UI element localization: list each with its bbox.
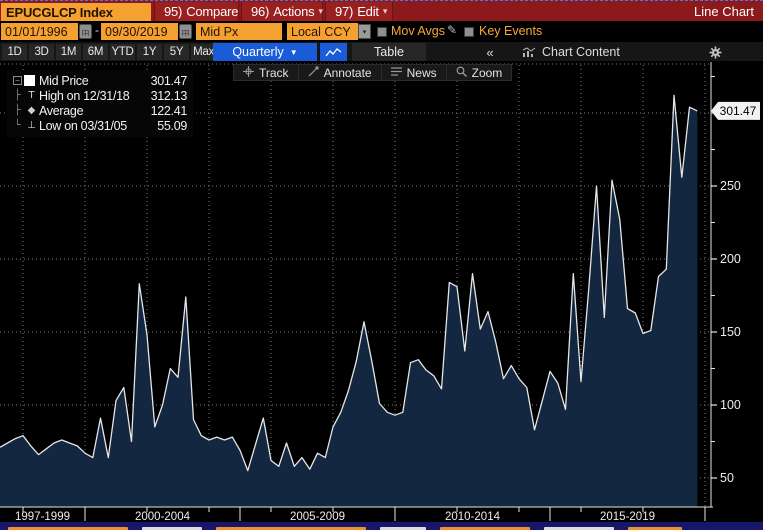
table-button[interactable]: Table — [352, 43, 426, 61]
legend-value: 301.47 — [150, 73, 188, 88]
y-axis-label: 250 — [720, 179, 741, 193]
y-axis-label: 50 — [720, 471, 734, 485]
chart-legend[interactable]: − Mid Price 301.47 ├ T High on 12/31/18 312.13… — [7, 70, 193, 137]
news-button[interactable]: News — [382, 65, 447, 80]
actions-key: 96) — [251, 4, 270, 19]
compare-key: 95) — [164, 4, 183, 19]
legend-value: 55.09 — [157, 118, 187, 133]
zoom-button[interactable]: Zoom — [447, 65, 512, 80]
x-axis-label: 2000-2004 — [135, 511, 191, 522]
tree-branch-icon: ├ — [14, 105, 21, 116]
range-button-5y[interactable]: 5Y — [164, 44, 189, 60]
chart-content-icon — [522, 46, 536, 57]
legend-label: Mid Price — [39, 73, 89, 88]
price-chart-plot[interactable]: 50 100 150 200 250 1997-1999 2000-2004 2005-200… — [0, 62, 763, 522]
average-marker-icon: ◆ — [27, 105, 36, 116]
legend-item-3[interactable]: └ ⊥ Low on 03/31/05 55.09 — [11, 118, 187, 133]
gear-icon[interactable] — [707, 44, 724, 61]
legend-item-0[interactable]: − Mid Price 301.47 — [11, 73, 187, 88]
chart-type-button[interactable] — [320, 43, 347, 61]
annotate-icon — [308, 66, 319, 80]
low-marker-icon: ⊥ — [27, 120, 36, 131]
pencil-icon[interactable]: ✎ — [447, 23, 458, 37]
range-button-ytd[interactable]: YTD — [110, 44, 135, 60]
range-button-3d[interactable]: 3D — [29, 44, 54, 60]
legend-label: Low on 03/31/05 — [39, 118, 127, 133]
actions-button[interactable]: 96) Actions ▾ — [241, 2, 323, 21]
calendar-icon[interactable] — [79, 24, 92, 39]
legend-item-2[interactable]: ├ ◆ Average 122.41 — [11, 103, 187, 118]
period-bar: 1D 3D 1M 6M YTD 1Y 5Y Max Quarterly ▼ Table « C… — [0, 42, 763, 62]
calendar-icon[interactable] — [179, 24, 192, 39]
x-axis-label: 1997-1999 — [15, 511, 70, 522]
last-price-value: 301.47 — [720, 104, 757, 118]
x-axis-label: 2005-2009 — [290, 511, 345, 522]
x-axis-label: 2010-2014 — [445, 511, 501, 522]
chart-mode-label: Line Chart — [694, 4, 754, 19]
key-events-label: Key Events — [479, 24, 543, 38]
y-axis-label: 100 — [720, 398, 741, 412]
range-button-1y[interactable]: 1Y — [137, 44, 162, 60]
currency-select[interactable]: Local CCY — [287, 23, 358, 40]
range-button-6m[interactable]: 6M — [83, 44, 108, 60]
mov-avgs-label: Mov Avgs — [391, 24, 445, 38]
line-chart-icon — [325, 47, 342, 56]
area-fill — [0, 95, 698, 508]
query-controls-bar: 01/01/1996 - 09/30/2019 Mid Px Local CCY… — [0, 21, 763, 42]
tree-branch-icon: └ — [14, 120, 21, 131]
news-icon — [390, 66, 402, 80]
terminal-footer — [0, 522, 763, 530]
zoom-icon — [456, 66, 467, 80]
tree-branch-icon: ├ — [14, 90, 21, 101]
edit-key: 97) — [335, 4, 354, 19]
date-range-separator: - — [95, 23, 99, 37]
y-axis-label: 150 — [720, 325, 741, 339]
y-axis-label: 200 — [720, 252, 741, 266]
security-ticker[interactable]: EPUCGLCP Index — [1, 3, 151, 21]
chevron-down-icon: ▾ — [382, 6, 388, 16]
range-button-1m[interactable]: 1M — [56, 44, 81, 60]
compare-button[interactable]: 95) Compare — [154, 2, 239, 21]
price-field-select[interactable]: Mid Px — [196, 23, 282, 40]
legend-label: High on 12/31/18 — [39, 88, 130, 103]
mov-avgs-checkbox[interactable] — [377, 27, 387, 37]
range-button-max[interactable]: Max — [191, 44, 216, 60]
chevron-down-icon: ▾ — [318, 6, 323, 16]
edit-button[interactable]: 97) Edit ▾ — [325, 2, 393, 21]
key-events-checkbox[interactable] — [464, 27, 474, 37]
title-bar: EPUCGLCP Index 95) Compare 96) Actions ▾ 9… — [0, 0, 763, 21]
legend-value: 312.13 — [150, 88, 188, 103]
legend-label: Average — [39, 103, 84, 118]
legend-item-1[interactable]: ├ T High on 12/31/18 312.13 — [11, 88, 187, 103]
dropdown-arrow-icon[interactable]: ▾ — [358, 24, 371, 39]
range-button-1d[interactable]: 1D — [2, 44, 27, 60]
chevron-down-icon: ▼ — [289, 47, 298, 57]
legend-value: 122.41 — [150, 103, 188, 118]
high-marker-icon: T — [28, 90, 35, 101]
date-from-field[interactable]: 01/01/1996 — [1, 23, 78, 40]
chart-area[interactable]: 50 100 150 200 250 1997-1999 2000-2004 2005-200… — [0, 62, 763, 522]
track-button[interactable]: Track — [234, 65, 299, 80]
series-swatch — [24, 75, 35, 86]
collapse-panel-button[interactable]: « — [486, 44, 494, 60]
annotate-button[interactable]: Annotate — [299, 65, 382, 80]
last-price-tag — [711, 101, 760, 120]
date-to-field[interactable]: 09/30/2019 — [101, 23, 178, 40]
track-icon — [243, 65, 254, 80]
price-line — [0, 94, 698, 472]
tree-expand-icon[interactable]: − — [13, 76, 22, 85]
chart-content-button[interactable]: Chart Content — [522, 43, 620, 61]
x-axis-label: 2015-2019 — [600, 511, 655, 522]
frequency-select[interactable]: Quarterly ▼ — [213, 43, 317, 61]
chart-toolbar: Track Annotate News Zoom — [233, 64, 513, 81]
